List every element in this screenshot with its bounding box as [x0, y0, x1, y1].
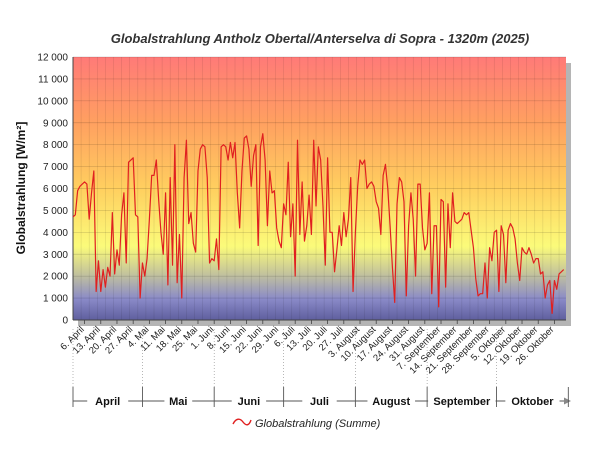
- month-axis-arrow: [564, 397, 571, 405]
- y-axis-ticks: 0 1 000 2 000 3 000 4 000 5 000 6 000 7 000 8 00…: [37, 53, 68, 327]
- month-bar: April Mai Juni Juli August September Oktober: [72, 329, 571, 408]
- y-tick-label: 5 000: [43, 206, 68, 217]
- month-label-bg: [367, 394, 416, 408]
- month-label: April: [95, 396, 120, 408]
- month-label: August: [372, 396, 410, 408]
- month-label-bg: [231, 394, 267, 408]
- y-tick-label: 6 000: [43, 184, 68, 195]
- month-label: Mai: [169, 396, 187, 408]
- month-label: September: [433, 396, 491, 408]
- y-tick-label: 9 000: [43, 118, 68, 129]
- y-axis-label: Globalstrahlung [W/m²]: [14, 122, 28, 255]
- y-tick-label: 7 000: [43, 162, 68, 173]
- legend: Globalstrahlung (Summe): [232, 418, 381, 430]
- legend-label: Globalstrahlung (Summe): [255, 418, 381, 430]
- month-label-bg: [505, 394, 560, 408]
- month-label-bg: [428, 394, 496, 408]
- y-tick-label: 11 000: [38, 74, 68, 85]
- series-group: [72, 133, 565, 315]
- month-label: Juli: [310, 396, 329, 408]
- legend-line-icon: [232, 418, 252, 426]
- y-tick-label: 4 000: [43, 228, 68, 239]
- month-label-bg: [87, 394, 129, 408]
- y-tick-label: 0: [62, 316, 68, 327]
- month-label-bg: [164, 394, 193, 408]
- month-label-bg: [302, 394, 337, 408]
- y-tick-label: 1 000: [43, 294, 68, 305]
- month-label: Juni: [238, 396, 261, 408]
- y-tick-label: 3 000: [43, 250, 68, 261]
- y-tick-label: 2 000: [43, 272, 68, 283]
- month-label: Oktober: [511, 396, 554, 408]
- chart-title: Globalstrahlung Antholz Obertal/Antersel…: [111, 31, 530, 46]
- y-tick-label: 10 000: [37, 96, 68, 107]
- y-tick-label: 12 000: [37, 53, 68, 64]
- series-line: [72, 133, 565, 315]
- y-tick-label: 8 000: [43, 140, 68, 151]
